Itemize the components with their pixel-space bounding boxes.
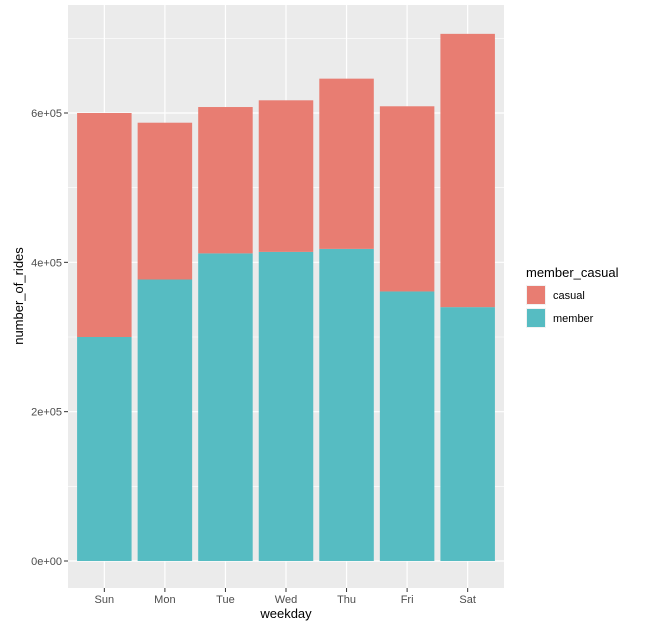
legend-swatch-member (527, 309, 545, 327)
legend-label-member: member (553, 313, 594, 325)
bar-casual-fri (379, 106, 435, 292)
legend-swatch-casual (527, 286, 545, 304)
x-tick-label-tue: Tue (216, 594, 235, 606)
bars (77, 33, 495, 562)
bar-casual-mon (137, 122, 193, 280)
bar-casual-sun (77, 113, 132, 337)
bar-member-thu (319, 248, 374, 562)
x-axis: Sun Mon Tue Wed Thu Fri Sat (95, 588, 476, 606)
legend-label-casual: casual (553, 290, 585, 302)
x-tick-label-mon: Mon (154, 594, 175, 606)
y-tick-label: 2e+05 (31, 407, 62, 419)
y-tick-label: 4e+05 (31, 257, 62, 269)
y-tick-label: 0e+00 (31, 556, 62, 568)
x-tick-label-sat: Sat (459, 594, 476, 606)
y-axis-title: number_of_rides (11, 247, 26, 345)
y-axis: 0e+00 2e+05 4e+05 6e+05 (31, 108, 68, 568)
y-tick-label: 6e+05 (31, 108, 62, 120)
x-axis-title: weekday (259, 606, 312, 621)
bar-member-wed (258, 251, 314, 561)
bar-member-mon (137, 279, 193, 561)
bar-casual-thu (319, 78, 374, 249)
x-tick-label-sun: Sun (95, 594, 115, 606)
bar-casual-sat (440, 33, 495, 308)
bar-member-sun (77, 337, 132, 561)
bar-member-tue (198, 253, 253, 561)
legend: member_casual casual member (526, 265, 619, 328)
bar-casual-tue (198, 107, 253, 254)
bar-member-fri (379, 291, 435, 561)
bar-casual-wed (258, 100, 314, 252)
x-tick-label-thu: Thu (337, 594, 356, 606)
bar-member-sat (440, 307, 495, 561)
x-tick-label-wed: Wed (275, 594, 297, 606)
legend-title: member_casual (526, 265, 619, 280)
x-tick-label-fri: Fri (401, 594, 414, 606)
